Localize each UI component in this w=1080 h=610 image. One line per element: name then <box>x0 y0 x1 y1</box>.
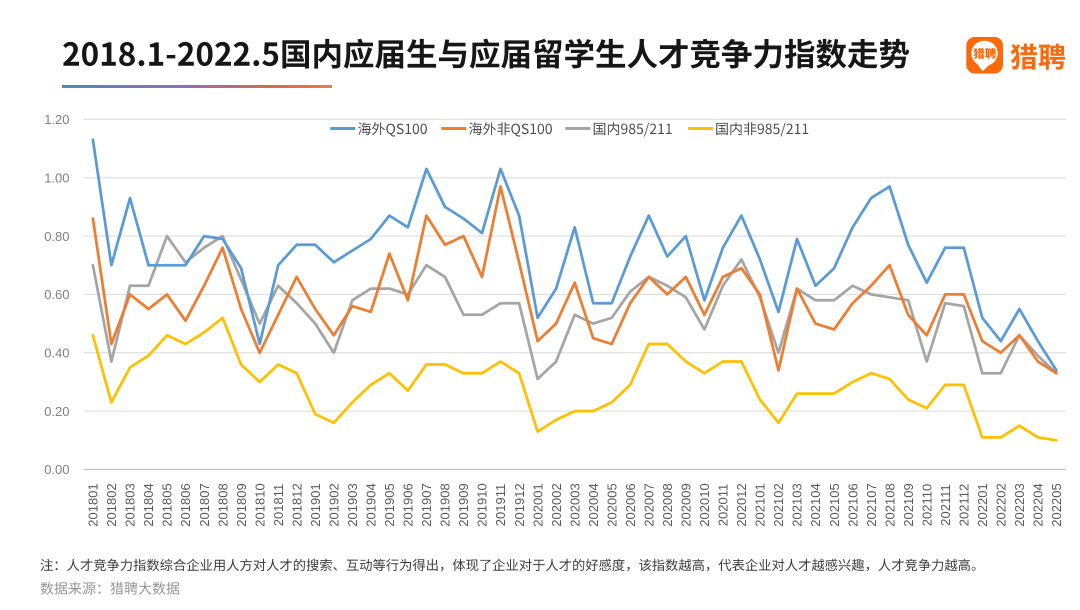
svg-text:202203: 202203 <box>1012 483 1027 526</box>
svg-text:202010: 202010 <box>697 483 712 526</box>
svg-text:202102: 202102 <box>771 483 786 526</box>
svg-text:202109: 202109 <box>901 483 916 526</box>
svg-text:201910: 201910 <box>475 483 490 526</box>
svg-text:0.40: 0.40 <box>44 346 69 361</box>
svg-text:201803: 201803 <box>123 483 138 526</box>
svg-text:201909: 201909 <box>456 483 471 526</box>
svg-text:202105: 202105 <box>827 483 842 526</box>
svg-text:202106: 202106 <box>845 483 860 526</box>
svg-text:201901: 201901 <box>308 483 323 526</box>
svg-text:202111: 202111 <box>938 484 953 525</box>
svg-text:202002: 202002 <box>549 483 564 526</box>
svg-text:0.60: 0.60 <box>44 287 69 302</box>
svg-text:201908: 201908 <box>438 483 453 526</box>
svg-text:201903: 201903 <box>345 483 360 526</box>
svg-text:202001: 202001 <box>530 483 545 526</box>
svg-text:202201: 202201 <box>975 483 990 526</box>
svg-text:201912: 201912 <box>512 483 527 526</box>
svg-text:202012: 202012 <box>734 483 749 526</box>
svg-text:201905: 201905 <box>382 483 397 526</box>
svg-text:201809: 201809 <box>234 483 249 526</box>
svg-text:202205: 202205 <box>1049 483 1064 526</box>
svg-text:202110: 202110 <box>919 484 934 526</box>
svg-text:202007: 202007 <box>642 483 657 526</box>
svg-text:201807: 201807 <box>197 483 212 526</box>
svg-text:201810: 201810 <box>252 483 267 526</box>
svg-text:201811: 201811 <box>271 484 286 526</box>
svg-text:201804: 201804 <box>141 483 156 526</box>
svg-text:201802: 201802 <box>104 483 119 526</box>
svg-text:201808: 201808 <box>215 483 230 526</box>
svg-text:202204: 202204 <box>1031 483 1046 526</box>
svg-text:201904: 201904 <box>364 483 379 526</box>
svg-text:202006: 202006 <box>623 483 638 526</box>
svg-text:201806: 201806 <box>178 483 193 526</box>
svg-text:0.20: 0.20 <box>44 404 69 419</box>
svg-text:202101: 202101 <box>753 483 768 526</box>
svg-text:201902: 201902 <box>327 483 342 526</box>
svg-text:1.20: 1.20 <box>44 112 69 127</box>
svg-text:202008: 202008 <box>660 483 675 526</box>
svg-text:201906: 201906 <box>401 483 416 526</box>
svg-text:202003: 202003 <box>567 483 582 526</box>
svg-text:202005: 202005 <box>604 483 619 526</box>
svg-text:202103: 202103 <box>790 483 805 526</box>
svg-text:202011: 202011 <box>716 484 731 526</box>
svg-text:201801: 201801 <box>86 483 101 526</box>
svg-text:202107: 202107 <box>864 483 879 526</box>
svg-text:201911: 201911 <box>493 484 508 526</box>
svg-text:201907: 201907 <box>419 483 434 526</box>
svg-text:202104: 202104 <box>808 483 823 526</box>
svg-text:202202: 202202 <box>994 483 1009 526</box>
svg-text:0.80: 0.80 <box>44 229 69 244</box>
svg-text:1.00: 1.00 <box>44 170 69 185</box>
svg-text:0.00: 0.00 <box>44 462 69 477</box>
svg-text:201805: 201805 <box>160 483 175 526</box>
svg-text:202004: 202004 <box>586 483 601 526</box>
svg-text:202009: 202009 <box>679 483 694 526</box>
svg-text:201812: 201812 <box>289 483 304 526</box>
svg-text:202108: 202108 <box>882 483 897 526</box>
svg-text:202112: 202112 <box>957 484 972 526</box>
